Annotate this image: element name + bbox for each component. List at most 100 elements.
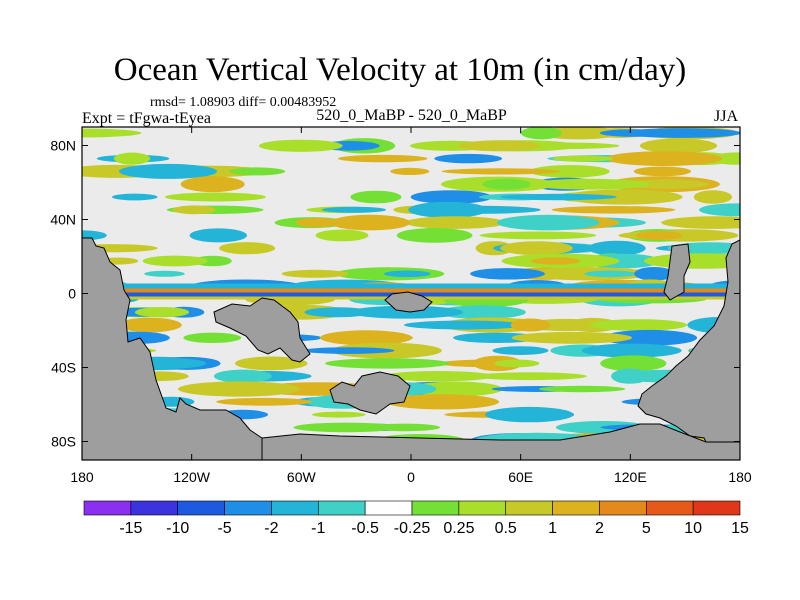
colorbar-swatch — [458, 500, 507, 516]
velocity-patch — [470, 268, 545, 280]
velocity-patch — [661, 216, 740, 229]
velocity-patch — [529, 178, 651, 190]
velocity-patch — [511, 331, 632, 344]
velocity-patch — [350, 190, 402, 204]
y-tick-label: 40N — [50, 212, 76, 228]
colorbar-swatch — [177, 500, 225, 516]
colorbar-swatch — [645, 500, 694, 516]
colorbar-swatch — [224, 500, 272, 516]
velocity-patch — [581, 343, 682, 358]
velocity-patch — [408, 201, 488, 218]
velocity-patch — [496, 214, 600, 231]
x-tick-label: 120E — [614, 469, 647, 485]
velocity-patch — [602, 329, 698, 346]
x-tick-label: 60W — [287, 469, 317, 485]
velocity-patch — [494, 359, 540, 368]
x-tick-label: 0 — [407, 469, 415, 485]
velocity-patch — [639, 138, 718, 154]
colorbar-label: 5 — [642, 520, 651, 537]
velocity-patch — [281, 269, 349, 278]
colorbar-label: -0.25 — [394, 520, 431, 537]
land-south-margin — [261, 423, 740, 460]
velocity-patch — [634, 267, 675, 281]
experiment-label: Expt = tFgwa-tEyea — [82, 110, 211, 127]
velocity-patch — [338, 154, 428, 163]
colorbar-swatch — [411, 500, 460, 516]
velocity-patch — [434, 153, 503, 164]
velocity-patch — [235, 356, 308, 371]
velocity-patch — [500, 193, 617, 201]
velocity-patch — [183, 332, 242, 343]
velocity-patch — [633, 166, 692, 177]
velocity-patch — [390, 167, 430, 175]
velocity-patch — [177, 381, 301, 397]
velocity-patch — [258, 139, 343, 152]
velocity-patch — [552, 155, 614, 162]
colorbar-label: 0.25 — [443, 520, 474, 537]
colorbar-swatch — [364, 500, 413, 516]
y-tick-label: 80S — [51, 434, 76, 450]
velocity-patch — [510, 318, 551, 332]
velocity-patch — [325, 358, 450, 369]
velocity-patch — [172, 205, 216, 215]
velocity-patch — [113, 152, 151, 165]
period-label: 520_0_MaBP - 520_0_MaBP — [316, 107, 507, 124]
velocity-patch — [383, 371, 494, 382]
velocity-patch — [530, 257, 581, 265]
y-tick-label: 40S — [51, 360, 76, 376]
velocity-patch — [500, 241, 573, 256]
velocity-patch — [295, 217, 339, 228]
colorbar-label: 0.5 — [495, 520, 517, 537]
stats-line: rmsd= 1.08903 diff= 0.00483952 — [150, 95, 337, 110]
velocity-patch — [134, 307, 190, 318]
velocity-patch — [315, 229, 369, 242]
x-tick-label: 180 — [728, 469, 752, 485]
x-tick-label: 120W — [173, 469, 210, 485]
colorbar-swatch — [692, 500, 741, 516]
velocity-patch — [520, 127, 562, 140]
velocity-patch — [385, 394, 500, 410]
land-mask — [82, 237, 740, 460]
velocity-patch — [437, 305, 526, 320]
velocity-patch — [301, 347, 395, 354]
velocity-patch — [82, 244, 158, 253]
map-plot-area — [82, 127, 740, 460]
colorbar-swatch — [271, 500, 319, 516]
chart-title: Ocean Vertical Velocity at 10m (in cm/da… — [113, 52, 687, 88]
velocity-patch — [492, 346, 549, 355]
colorbar-swatch — [599, 500, 647, 516]
velocity-patch — [485, 406, 574, 423]
colorbar-swatch — [130, 500, 179, 516]
velocity-patch — [622, 179, 709, 189]
x-tick-label: 180 — [70, 469, 94, 485]
y-axis: 80N 40N 0 40S 80S — [50, 138, 740, 450]
velocity-patch — [584, 270, 636, 278]
velocity-patch — [605, 151, 723, 167]
velocity-patch — [82, 128, 142, 138]
land-central-continent — [213, 297, 311, 363]
velocity-patch — [408, 381, 503, 397]
velocity-patch — [441, 168, 561, 175]
velocity-patch — [482, 178, 531, 190]
y-tick-label: 0 — [68, 286, 76, 302]
velocity-patch — [709, 152, 740, 165]
x-tick-label: 60E — [508, 469, 533, 485]
velocity-patch — [588, 240, 646, 256]
velocity-patch — [636, 230, 683, 240]
velocity-patch — [144, 270, 185, 277]
velocity-patch — [216, 397, 312, 406]
velocity-patch — [321, 206, 387, 213]
velocity-patch — [119, 163, 217, 179]
season-label: JJA — [714, 108, 739, 125]
colorbar-label: -5 — [217, 520, 231, 537]
velocity-patch — [410, 190, 493, 204]
colorbar-label: 1 — [548, 520, 557, 537]
colorbar-label: -0.5 — [351, 520, 379, 537]
velocity-patch — [142, 255, 208, 267]
velocity-patch — [349, 305, 463, 319]
velocity-patch — [330, 214, 411, 231]
velocity-patch — [403, 320, 526, 330]
velocity-patch — [369, 423, 441, 432]
velocity-patch — [111, 193, 158, 201]
velocity-patch — [529, 165, 610, 178]
